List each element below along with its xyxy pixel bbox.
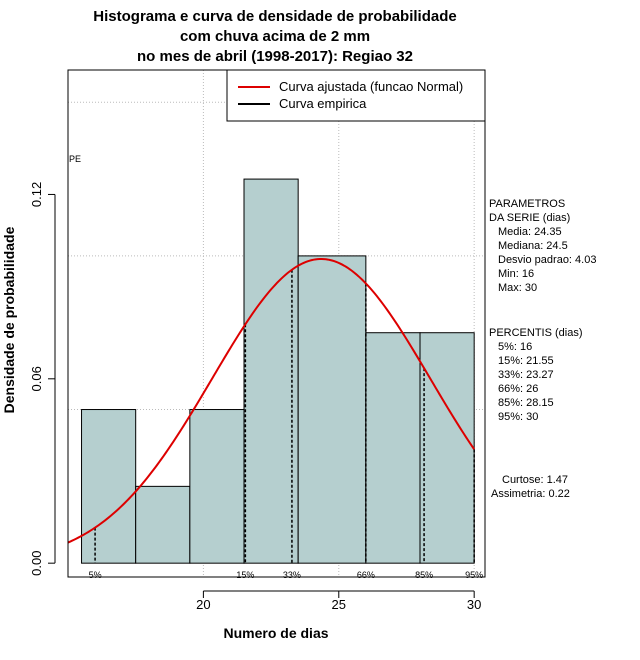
axes: 20 25 30 0.00 0.06 0.12 (29, 182, 481, 612)
legend-label-empirical: Curva empirica (279, 96, 367, 111)
percentile-lines: 5% 15% 33% 66% 85% 95% (89, 269, 483, 580)
parametros-line: Max: 30 (498, 282, 537, 294)
curtose-label: Curtose: 1.47 (502, 474, 568, 486)
percentile-label: 66% (357, 570, 375, 580)
percentile-label: 5% (89, 570, 102, 580)
parametros-line: Min: 16 (498, 268, 534, 280)
fitted-normal-curve (67, 257, 475, 544)
parametros-heading-1: PARAMETROS (489, 198, 565, 210)
legend: Curva ajustada (funcao Normal) Curva emp… (226, 69, 486, 122)
parametros-line: Desvio padrao: 4.03 (498, 254, 596, 266)
legend-label-fitted: Curva ajustada (funcao Normal) (279, 79, 463, 94)
histogram-bar (189, 409, 245, 564)
parametros-heading-2: DA SERIE (dias) (489, 212, 570, 224)
percentile-label: 33% (283, 570, 301, 580)
y-tick-label: 0.06 (29, 366, 44, 391)
chart-title-line-1: Histograma e curva de densidade de proba… (93, 8, 456, 25)
fitted-curve-layer (67, 257, 475, 544)
percentis-line: 15%: 21.55 (498, 355, 554, 367)
percentis-line: 66%: 26 (498, 383, 538, 395)
parametros-line: Media: 24.35 (498, 226, 562, 238)
parametros-line: Mediana: 24.5 (498, 240, 568, 252)
y-tick-label: 0.12 (29, 182, 44, 207)
grid (68, 70, 485, 577)
percentile-label: 85% (415, 570, 433, 580)
x-tick-label: 25 (332, 597, 346, 612)
histogram-bar (297, 255, 367, 564)
percentis-panel: PERCENTIS (dias) 5%: 16 15%: 21.55 33%: … (489, 327, 583, 423)
legend-box (226, 69, 486, 122)
chart-title-line-3: no mes de abril (1998-2017): Regiao 32 (137, 48, 413, 65)
percentis-line: 33%: 23.27 (498, 369, 554, 381)
corner-label: PE (69, 154, 81, 164)
x-axis-title: Numero de dias (223, 625, 328, 641)
percentis-heading: PERCENTIS (dias) (489, 327, 583, 339)
histogram-bars (81, 178, 475, 564)
chart-title-line-2: com chuva acima de 2 mm (180, 28, 370, 45)
percentis-line: 85%: 28.15 (498, 397, 554, 409)
percentile-label: 95% (465, 570, 483, 580)
histogram-bar (135, 485, 191, 564)
y-tick-label: 0.00 (29, 551, 44, 576)
percentis-line: 5%: 16 (498, 341, 532, 353)
x-tick-label: 20 (196, 597, 210, 612)
percentile-label: 15% (236, 570, 254, 580)
shape-panel: Curtose: 1.47 Assimetria: 0.22 (491, 474, 570, 500)
histogram-bar (243, 178, 299, 564)
percentis-line: 95%: 30 (498, 411, 538, 423)
x-tick-label: 30 (467, 597, 481, 612)
assimetria-label: Assimetria: 0.22 (491, 488, 570, 500)
y-axis-title: Densidade de probabilidade (1, 226, 17, 413)
histogram-bar (419, 332, 475, 564)
histogram-bar (365, 332, 421, 564)
histogram-bar (81, 409, 137, 564)
parametros-panel: PARAMETROS DA SERIE (dias) Media: 24.35 … (489, 198, 596, 294)
